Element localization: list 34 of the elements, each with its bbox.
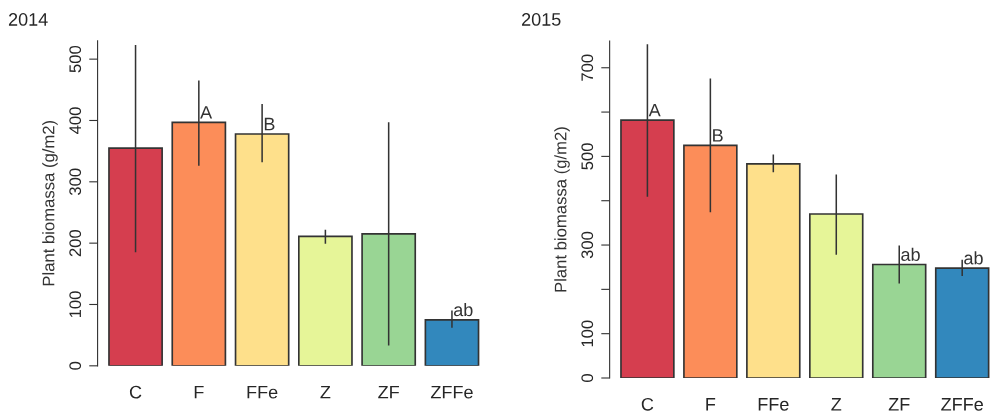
y-axis-title: Plant biomassa (g/m2)	[554, 127, 570, 292]
x-tick-label: ZF	[888, 398, 910, 411]
data-label: B	[264, 117, 275, 131]
y-tick-label: 100	[69, 291, 82, 318]
x-tick-label: ZFFe	[430, 385, 473, 399]
chart-title: 2014	[8, 13, 48, 26]
data-label: ab	[453, 302, 473, 317]
data-label: ab	[901, 247, 920, 261]
x-tick-label: FFe	[758, 398, 789, 411]
data-label: A	[200, 106, 213, 119]
y-tick-label: 300	[69, 168, 82, 196]
y-tick-label: 0	[69, 361, 82, 370]
data-label: ab	[964, 251, 983, 265]
data-label: B	[713, 129, 723, 142]
y-axis-title: Plant biomassa (g/m2)	[42, 120, 58, 286]
x-tick-label: ZFFe	[941, 398, 983, 411]
x-tick-label: F	[194, 385, 204, 399]
x-tick-label: F	[706, 398, 716, 411]
data-label: A	[648, 103, 661, 117]
y-tick-label: 700	[581, 54, 594, 81]
y-tick-label: 200	[69, 229, 82, 257]
y-tick-label: 500	[69, 45, 82, 73]
y-tick-label: 0	[581, 374, 594, 382]
x-tick-label: Z	[320, 385, 331, 399]
x-tick-label: Z	[831, 398, 842, 411]
x-tick-label: ZF	[378, 385, 399, 399]
x-tick-label: C	[129, 385, 142, 399]
y-tick-label: 300	[581, 231, 594, 259]
y-tick-label: 400	[69, 107, 82, 134]
chart-title: 2015	[522, 13, 561, 26]
x-tick-label: C	[641, 397, 654, 411]
x-tick-label: FFe	[247, 385, 278, 399]
y-tick-label: 500	[581, 143, 594, 170]
y-tick-label: 100	[581, 320, 594, 347]
